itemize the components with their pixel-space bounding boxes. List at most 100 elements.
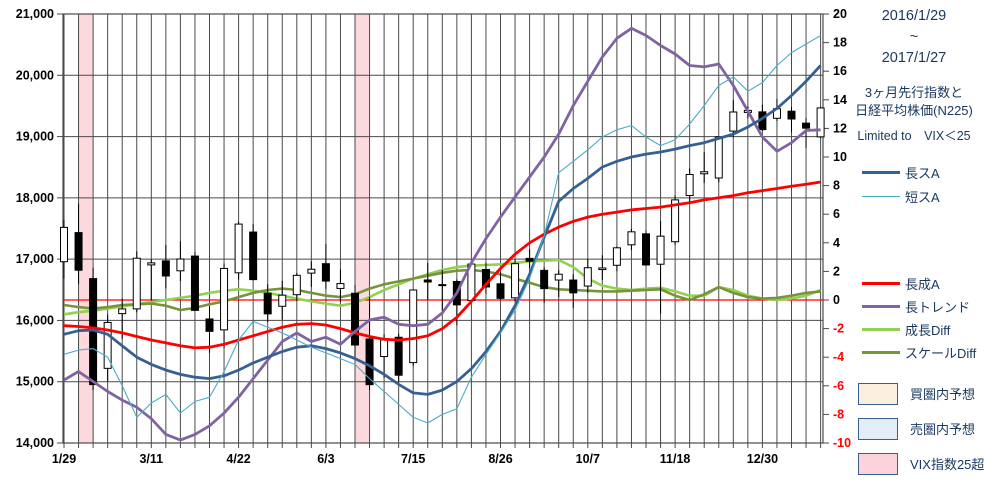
candle-body	[583, 267, 592, 287]
x-axis-label: 6/3	[317, 452, 334, 466]
right-axis-label: -10	[833, 436, 851, 450]
candle-body	[438, 284, 447, 287]
x-axis-label: 4/22	[226, 452, 250, 466]
candlestick-series	[60, 98, 825, 391]
legend-item-line: 成長Diff	[848, 318, 984, 341]
right-axis-label: 12	[833, 121, 847, 135]
right-axis-label: 2	[833, 264, 840, 278]
legend-item-label: スケールDiff	[905, 346, 977, 361]
candle-body	[234, 223, 243, 274]
legend-item-label: VIX指数25超	[910, 457, 984, 472]
legend-line-sample	[862, 195, 900, 197]
legend-line-sample	[862, 328, 900, 331]
legend-item-line: 長成A	[848, 272, 984, 295]
candle-body	[394, 336, 403, 376]
x-axis-label: 11/18	[660, 452, 691, 466]
chart-subtitle: Limited to VIX＜25	[857, 129, 971, 143]
candle-body	[60, 226, 68, 263]
candle-body	[292, 274, 301, 296]
candle-body	[205, 318, 214, 332]
candle-body	[656, 235, 665, 265]
candle-body	[365, 338, 374, 386]
candle-body	[249, 231, 258, 281]
candle-body	[176, 258, 185, 272]
series-line-短スA	[63, 35, 821, 424]
right-axis-label: 14	[833, 93, 847, 107]
candle-body	[481, 268, 490, 288]
x-axis-label: 7/15	[401, 452, 425, 466]
left-axis-label: 14,000	[16, 436, 54, 450]
date-range: 2016/1/29 ~ 2017/1/27	[846, 6, 982, 69]
candle-body	[714, 136, 723, 179]
date-to: 2017/1/27	[881, 50, 947, 66]
right-axis-label: -2	[833, 322, 844, 336]
right-axis-label: 4	[833, 236, 840, 250]
candle-body	[263, 292, 272, 315]
candle-body	[612, 247, 621, 266]
legend-area-swatch	[858, 417, 898, 440]
candle-body	[511, 263, 520, 299]
candle-body	[321, 263, 330, 282]
x-axis-label: 10/7	[576, 452, 600, 466]
candle-body	[423, 279, 432, 283]
legend-line-sample	[862, 351, 900, 354]
candle-body	[685, 174, 694, 196]
right-axis-label: 10	[833, 150, 847, 164]
legend-item-label: 売圏内予想	[910, 422, 976, 437]
right-axis-label: -4	[833, 350, 844, 364]
candle-body	[220, 267, 229, 331]
left-axis-label: 17,000	[16, 252, 54, 266]
candle-body	[700, 171, 709, 175]
legend-line-sample	[862, 282, 900, 285]
candle-body	[118, 308, 127, 315]
candle-body	[190, 255, 199, 311]
legend-item-area: 買圏内予想	[848, 376, 984, 411]
x-axis-label: 1/29	[52, 452, 76, 466]
candle-body	[816, 107, 825, 138]
candle-body	[671, 199, 680, 243]
legend-item-label: 成長Diff	[905, 323, 951, 338]
x-axis-label: 12/30	[747, 452, 778, 466]
date-tilde: ~	[909, 29, 919, 45]
legend-item-line: 短スA	[848, 184, 984, 208]
candle-body	[147, 262, 156, 266]
right-axis-label: -8	[833, 407, 844, 421]
candle-body	[496, 283, 505, 299]
candle-body	[161, 260, 170, 277]
legend-price-lines: 長スA 短スA	[848, 160, 984, 208]
candle-body	[598, 267, 607, 271]
right-axis-label: 16	[833, 64, 847, 78]
legend-item-label: 短スA	[905, 189, 940, 205]
legend-item-label: 長トレンド	[905, 300, 971, 315]
candle-body	[642, 233, 650, 266]
legend-area-swatch	[858, 382, 898, 405]
left-axis-label: 21,000	[16, 7, 54, 21]
legend-line-sample	[862, 170, 900, 174]
legend-line-sample	[862, 305, 900, 308]
chart-title-line2: 日経平均株価(N225)	[855, 103, 973, 118]
series-line-成長Diff	[63, 258, 822, 316]
legend-item-label: 長成A	[905, 277, 940, 292]
plot-border	[62, 13, 824, 444]
candle-body	[132, 257, 141, 310]
series-line-長トレンド	[63, 26, 821, 442]
plot-gridlines	[62, 13, 824, 444]
right-axis-label: 18	[833, 36, 847, 50]
candle-body	[307, 268, 316, 274]
candle-body	[569, 279, 578, 294]
right-axis-label: 0	[833, 293, 840, 307]
right-axis-label: 8	[833, 179, 840, 193]
legend-item-label: 買圏内予想	[910, 387, 976, 402]
axis-labels: 21,000 20,000 19,000 18,000 17,000 16,000 15,0…	[16, 7, 851, 466]
candle-body	[74, 232, 83, 271]
left-axis-label: 19,000	[16, 130, 54, 144]
candle-body	[336, 283, 345, 289]
candle-body	[802, 122, 811, 129]
candle-body	[278, 294, 287, 307]
legend-item-line: 長スA	[848, 160, 984, 184]
left-axis-label: 18,000	[16, 191, 54, 205]
candle-body	[554, 273, 563, 281]
axis-ticks	[57, 13, 829, 448]
